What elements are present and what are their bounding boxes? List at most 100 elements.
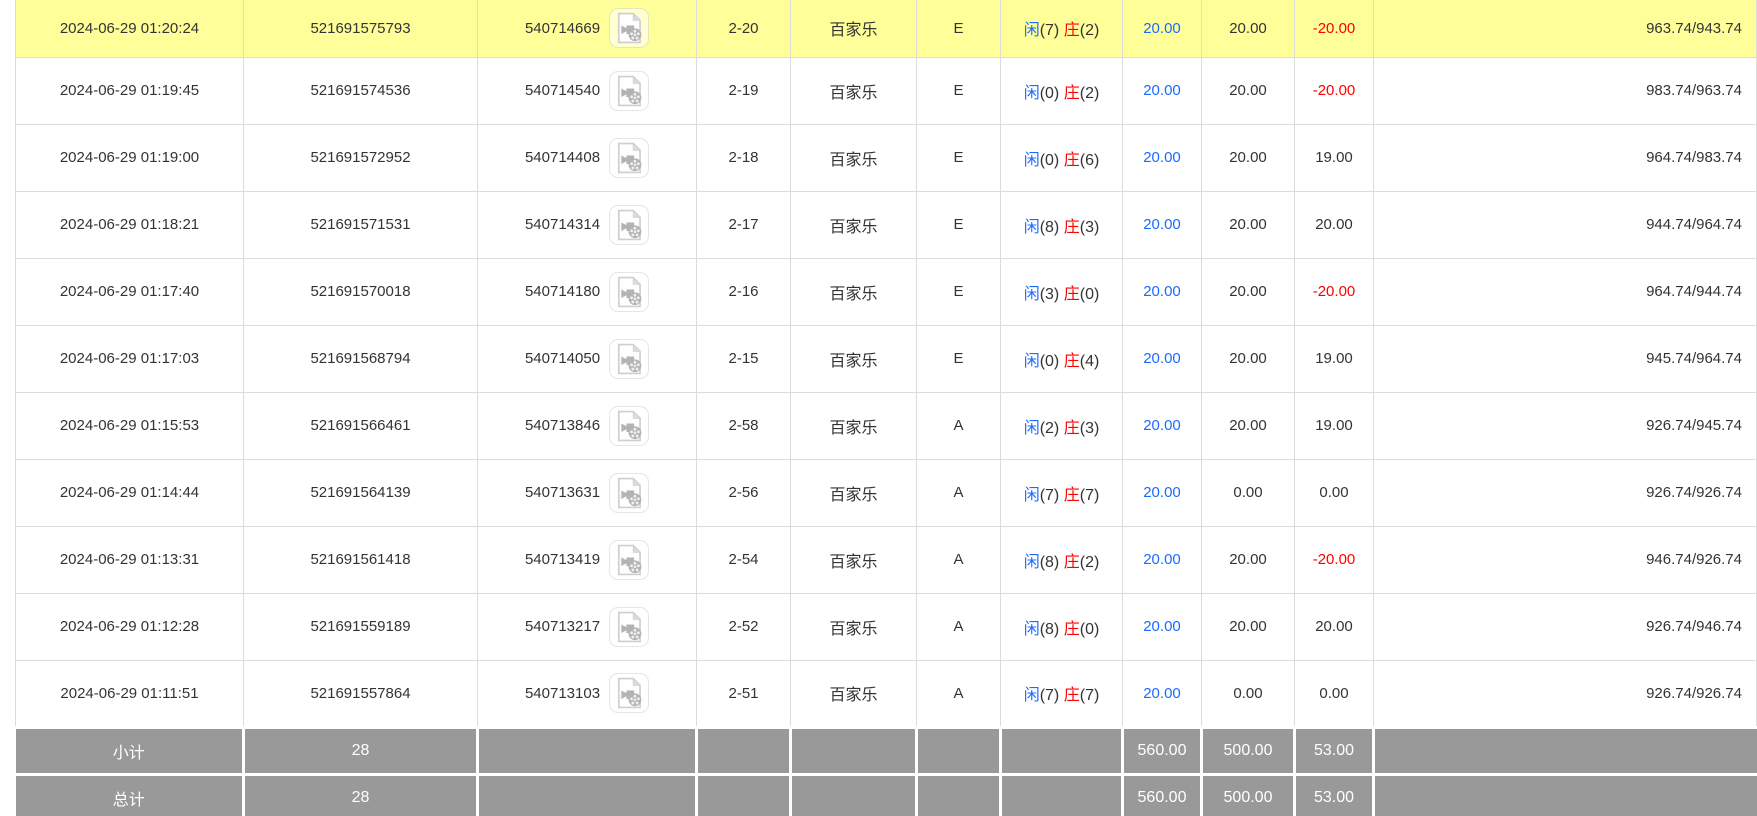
summary-empty-result <box>999 725 1124 776</box>
table-row[interactable]: 2024-06-29 01:12:28 521691559189 540713217… <box>15 592 1757 661</box>
cell-game-name: 百家乐 <box>790 0 917 58</box>
cell-bet-time: 2024-06-29 01:20:24 <box>15 0 244 58</box>
table-row[interactable]: 2024-06-29 01:11:51 521691557864 540713103… <box>15 659 1757 728</box>
subtotal-row: 小计 28 560.00 500.00 53.00 <box>15 725 1757 776</box>
video-replay-button[interactable] <box>609 405 650 446</box>
banker-result-label: 庄 <box>1063 285 1080 303</box>
video-replay-icon <box>617 544 642 575</box>
banker-result-points: (7) <box>1079 687 1100 704</box>
player-result-label: 闲 <box>1023 620 1040 638</box>
video-replay-icon <box>617 677 642 709</box>
video-replay-button[interactable] <box>609 472 650 513</box>
banker-result-label: 庄 <box>1063 352 1080 370</box>
cell-win-loss: 19.00 <box>1294 123 1374 192</box>
table-row[interactable]: 2024-06-29 01:17:03 521691568794 540714050… <box>15 324 1757 393</box>
cell-game-name: 百家乐 <box>790 458 917 527</box>
video-replay-button[interactable] <box>609 8 650 49</box>
cell-bet-amount: 20.00 <box>1122 0 1202 58</box>
round-id-text: 540713419 <box>524 551 601 568</box>
round-id-text: 540714408 <box>524 149 601 166</box>
cell-round-id: 540714540 <box>477 56 697 125</box>
cell-win-loss: 19.00 <box>1294 391 1374 460</box>
video-replay-button[interactable] <box>609 673 650 713</box>
player-result-points: (0) <box>1039 84 1060 102</box>
cell-table-code: A <box>916 391 1001 460</box>
cell-balance: 944.74/964.74 <box>1373 190 1757 259</box>
video-replay-button[interactable] <box>609 204 650 245</box>
video-replay-icon <box>617 142 642 173</box>
video-replay-icon <box>617 276 642 307</box>
video-replay-button[interactable] <box>609 539 650 580</box>
cell-table-round: 2-18 <box>696 123 791 192</box>
cell-valid-amount: 20.00 <box>1201 391 1295 460</box>
cell-balance: 926.74/926.74 <box>1373 458 1757 527</box>
summary-count: 28 <box>242 772 479 816</box>
player-result-label: 闲 <box>1023 218 1040 236</box>
cell-bet-amount: 20.00 <box>1122 123 1202 192</box>
player-result-label: 闲 <box>1023 285 1040 303</box>
cell-win-loss: 0.00 <box>1294 659 1374 728</box>
table-row[interactable]: 2024-06-29 01:13:31 521691561418 540713419… <box>15 525 1757 594</box>
summary-empty-game <box>789 725 918 776</box>
cell-valid-amount: 20.00 <box>1201 257 1295 326</box>
table-row[interactable]: 2024-06-29 01:18:21 521691571531 540714314… <box>15 190 1757 259</box>
cell-result: 闲(8) 庄(0) <box>1000 592 1123 661</box>
banker-result-label: 庄 <box>1063 84 1080 102</box>
table-row[interactable]: 2024-06-29 01:19:45 521691574536 540714540… <box>15 56 1757 125</box>
video-replay-button[interactable] <box>609 606 650 647</box>
cell-table-round: 2-17 <box>696 190 791 259</box>
cell-result: 闲(7) 庄(2) <box>1000 0 1123 58</box>
table-row[interactable]: 2024-06-29 01:15:53 521691566461 540713846… <box>15 391 1757 460</box>
video-replay-button[interactable] <box>609 70 650 111</box>
cell-bet-time: 2024-06-29 01:13:31 <box>15 525 244 594</box>
video-replay-button[interactable] <box>609 271 650 312</box>
table-row[interactable]: 2024-06-29 01:20:24 521691575793 540714669… <box>15 0 1757 58</box>
cell-result: 闲(8) 庄(3) <box>1000 190 1123 259</box>
cell-game-name: 百家乐 <box>790 257 917 326</box>
cell-bet-id: 521691564139 <box>243 458 478 527</box>
summary-win-loss-total: 53.00 <box>1293 725 1375 776</box>
cell-table-code: A <box>916 592 1001 661</box>
summary-valid-total: 500.00 <box>1200 772 1296 816</box>
summary-empty-table-code <box>915 772 1002 816</box>
cell-result: 闲(8) 庄(2) <box>1000 525 1123 594</box>
player-result-label: 闲 <box>1023 84 1040 102</box>
video-replay-button[interactable] <box>609 338 650 379</box>
table-row[interactable]: 2024-06-29 01:17:40 521691570018 540714180… <box>15 257 1757 326</box>
cell-result: 闲(2) 庄(3) <box>1000 391 1123 460</box>
cell-bet-amount: 20.00 <box>1122 659 1202 728</box>
summary-bet-total: 560.00 <box>1121 725 1203 776</box>
banker-result-points: (6) <box>1079 151 1100 169</box>
cell-round-id: 540714314 <box>477 190 697 259</box>
player-result-points: (0) <box>1039 352 1060 370</box>
round-id-text: 540714050 <box>524 350 601 367</box>
banker-result-points: (3) <box>1079 419 1100 437</box>
cell-balance: 946.74/926.74 <box>1373 525 1757 594</box>
cell-round-id: 540713846 <box>477 391 697 460</box>
table-row[interactable]: 2024-06-29 01:14:44 521691564139 540713631… <box>15 458 1757 527</box>
cell-bet-id: 521691571531 <box>243 190 478 259</box>
cell-table-round: 2-56 <box>696 458 791 527</box>
cell-table-code: E <box>916 190 1001 259</box>
summary-bet-total: 560.00 <box>1121 772 1203 816</box>
cell-game-name: 百家乐 <box>790 56 917 125</box>
banker-result-points: (2) <box>1079 22 1100 40</box>
round-id-text: 540713217 <box>524 618 601 635</box>
banker-result-points: (2) <box>1079 84 1100 102</box>
cell-balance: 964.74/983.74 <box>1373 123 1757 192</box>
summary-count: 28 <box>242 725 479 776</box>
video-replay-icon <box>617 209 642 240</box>
summary-win-loss-total: 53.00 <box>1293 772 1375 816</box>
table-row[interactable]: 2024-06-29 01:19:00 521691572952 540714408… <box>15 123 1757 192</box>
cell-bet-amount: 20.00 <box>1122 525 1202 594</box>
banker-result-points: (0) <box>1079 285 1100 303</box>
video-replay-icon <box>617 477 642 508</box>
cell-bet-id: 521691561418 <box>243 525 478 594</box>
cell-bet-id: 521691572952 <box>243 123 478 192</box>
round-id-text: 540713631 <box>524 484 601 501</box>
video-replay-button[interactable] <box>609 137 650 178</box>
cell-bet-time: 2024-06-29 01:19:00 <box>15 123 244 192</box>
cell-bet-amount: 20.00 <box>1122 190 1202 259</box>
cell-table-code: E <box>916 257 1001 326</box>
cell-game-name: 百家乐 <box>790 324 917 393</box>
